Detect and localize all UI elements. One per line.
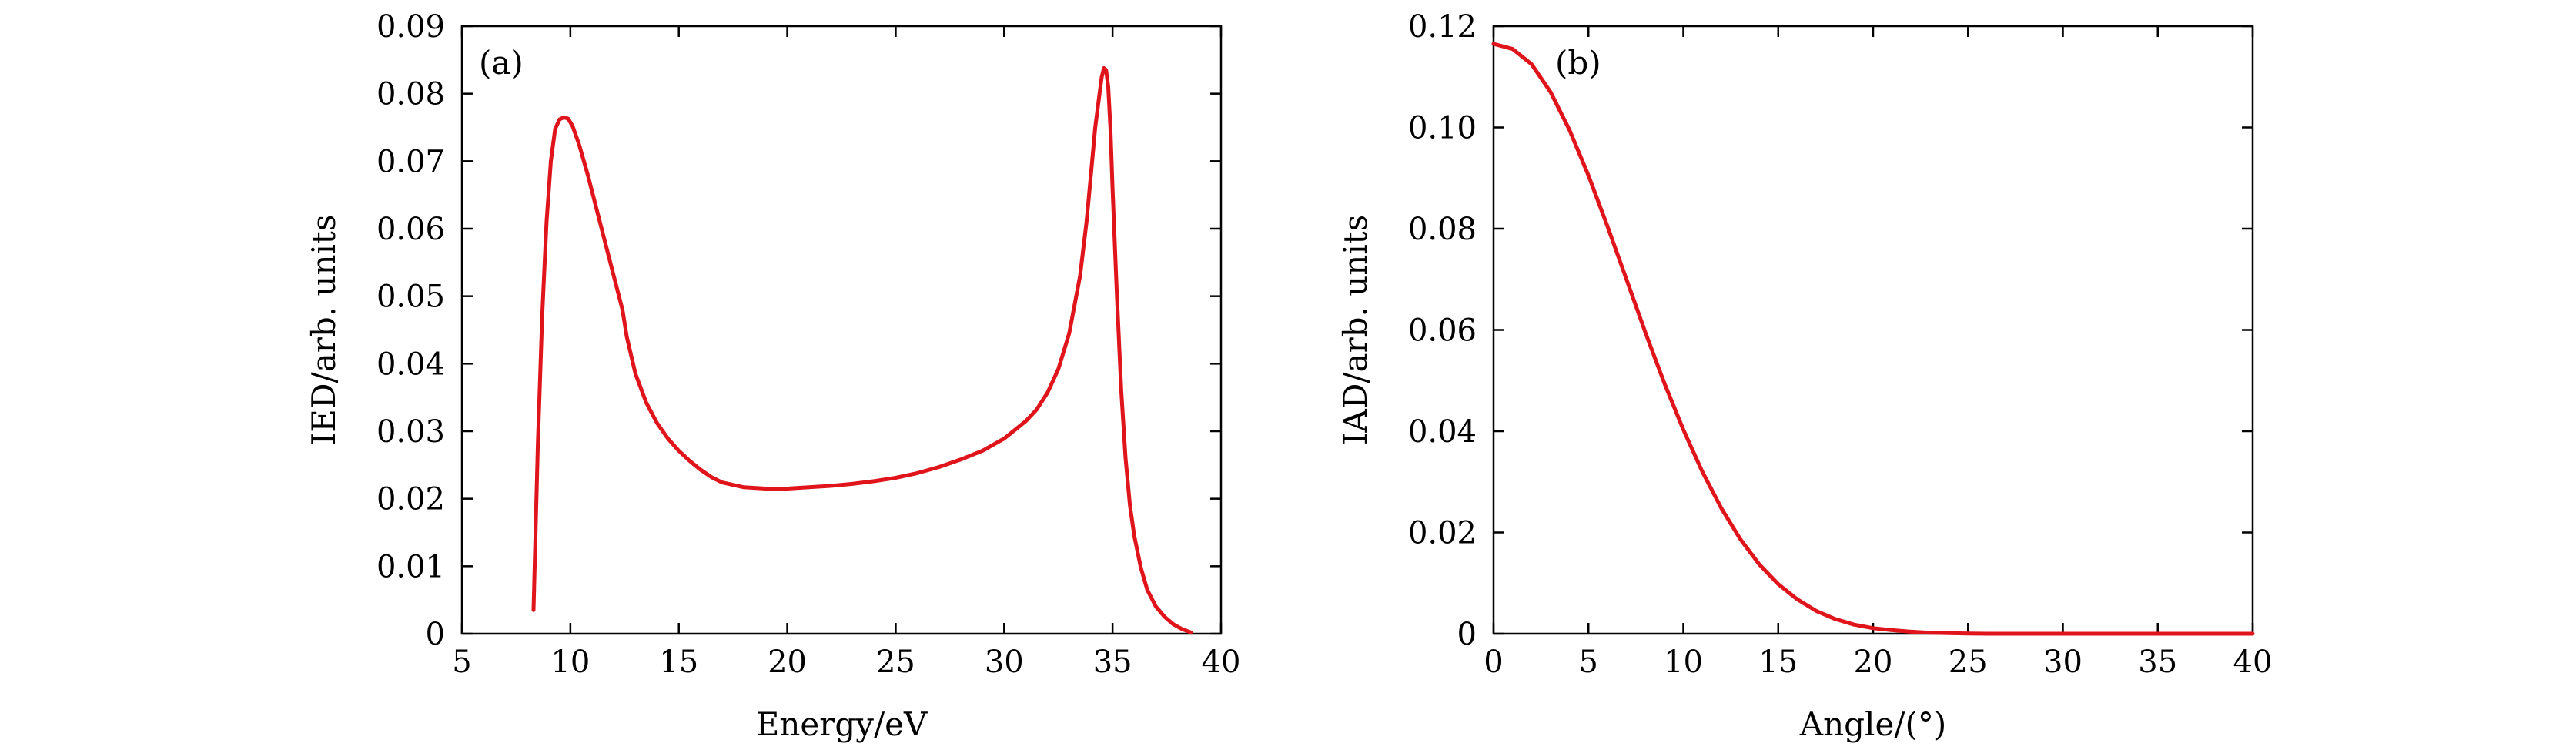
panel-label-a: (a): [479, 44, 524, 82]
y-tick-label-b: 0.08: [1408, 212, 1477, 247]
y-tick-label-a: 0.04: [376, 347, 445, 382]
y-tick-label-b: 0: [1457, 617, 1477, 652]
y-tick-label-b: 0.06: [1408, 313, 1477, 349]
y-tick-label-b: 0.04: [1408, 414, 1477, 450]
x-tick-label-b: 5: [1579, 645, 1598, 680]
x-tick-label-b: 10: [1664, 645, 1703, 680]
chart-panel-b: 0 5 10 15 20 25 30 35 40 0 0.02 0.04 0.06 0.08 0.10 0.1…: [1337, 9, 2272, 743]
x-tick-label-a: 25: [876, 645, 915, 680]
y-tick-label-b: 0.10: [1408, 111, 1477, 146]
x-tick-label-b: 20: [1854, 645, 1893, 680]
y-tick-label-a: 0.06: [376, 212, 445, 247]
x-tick-label-a: 40: [1202, 645, 1241, 680]
y-tick-label-a: 0.09: [376, 9, 445, 45]
x-tick-label-a: 35: [1093, 645, 1132, 680]
y-tick-label-b: 0.12: [1408, 9, 1477, 45]
x-axis-label-b: Angle/(°): [1799, 705, 1946, 743]
y-tick-label-a: 0.03: [376, 414, 445, 450]
y-axis-label-a: IED/arb. units: [305, 215, 343, 446]
y-tick-label-a: 0: [426, 617, 445, 652]
y-tick-label-a: 0.05: [376, 280, 445, 315]
x-tick-label-a: 30: [985, 645, 1024, 680]
y-tick-label-b: 0.02: [1408, 516, 1477, 551]
y-tick-label-a: 0.01: [376, 549, 445, 584]
plot-frame-a: [460, 25, 1223, 635]
x-axis-label-a: Energy/eV: [756, 705, 928, 743]
panel-label-b: (b): [1555, 44, 1601, 82]
series-line-b-0: [1491, 42, 2255, 636]
series-line-a-0: [531, 65, 1193, 634]
y-axis-label-b: IAD/arb. units: [1337, 215, 1374, 445]
x-tick-label-b: 40: [2233, 645, 2273, 680]
x-tick-label-b: 30: [2043, 645, 2083, 680]
y-tick-label-a: 0.08: [376, 77, 445, 112]
x-tick-label-a: 10: [550, 645, 590, 680]
y-tick-label-a: 0.07: [376, 144, 445, 179]
x-tick-label-b: 25: [1949, 645, 1988, 680]
chart-panel-a: 5 10 15 20 25 30 35 40 0 0.01 0.02 0.03 0.04 0.05 0.06…: [305, 9, 1240, 743]
x-tick-label-a: 20: [768, 645, 807, 680]
y-tick-label-a: 0.02: [376, 482, 445, 517]
x-tick-label-b: 0: [1484, 645, 1503, 680]
x-tick-label-b: 35: [2138, 645, 2177, 680]
x-tick-label-b: 15: [1758, 645, 1798, 680]
x-tick-label-a: 15: [659, 645, 698, 680]
x-tick-label-a: 5: [452, 645, 471, 680]
